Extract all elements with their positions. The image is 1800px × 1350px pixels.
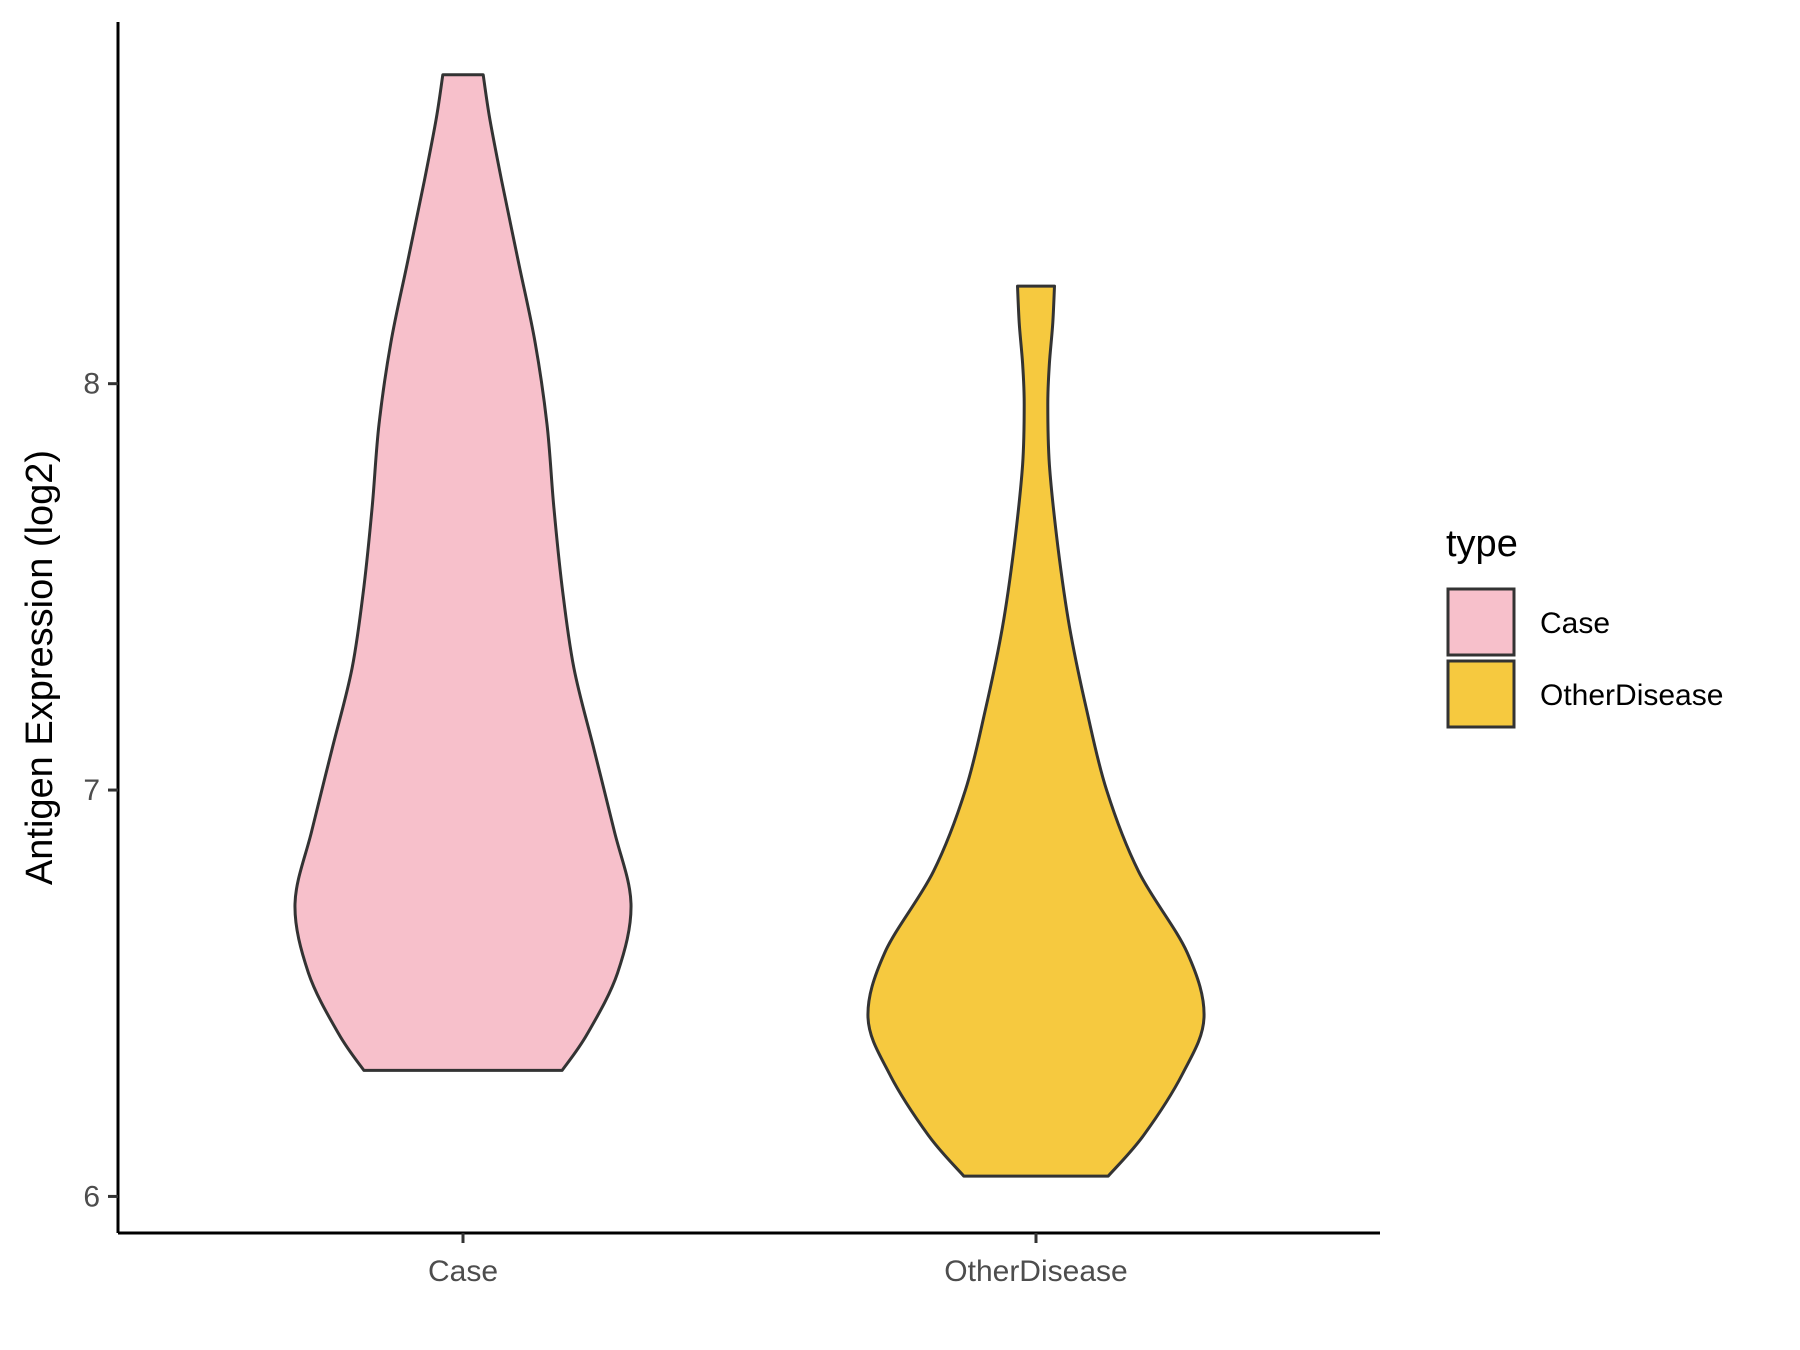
- x-tick-label: OtherDisease: [944, 1255, 1127, 1288]
- violin-otherdisease: [866, 284, 1206, 1178]
- legend-label: OtherDisease: [1540, 679, 1723, 712]
- legend-title: type: [1446, 523, 1518, 565]
- legend: type Case OtherDisease: [1446, 523, 1723, 729]
- axes-layer: 6 7 8 Case OtherDisease: [83, 22, 1380, 1288]
- x-tick-label: Case: [428, 1255, 498, 1288]
- legend-key-case: [1446, 587, 1516, 657]
- violin-case: [293, 73, 633, 1072]
- y-axis-title: Antigen Expression (log2): [19, 450, 61, 885]
- legend-key-otherdisease: [1446, 659, 1516, 729]
- y-tick-label: 7: [83, 774, 100, 807]
- legend-label: Case: [1540, 607, 1610, 640]
- violin-layer: [293, 73, 1206, 1178]
- y-tick-label: 6: [83, 1180, 100, 1213]
- y-tick-label: 8: [83, 368, 100, 401]
